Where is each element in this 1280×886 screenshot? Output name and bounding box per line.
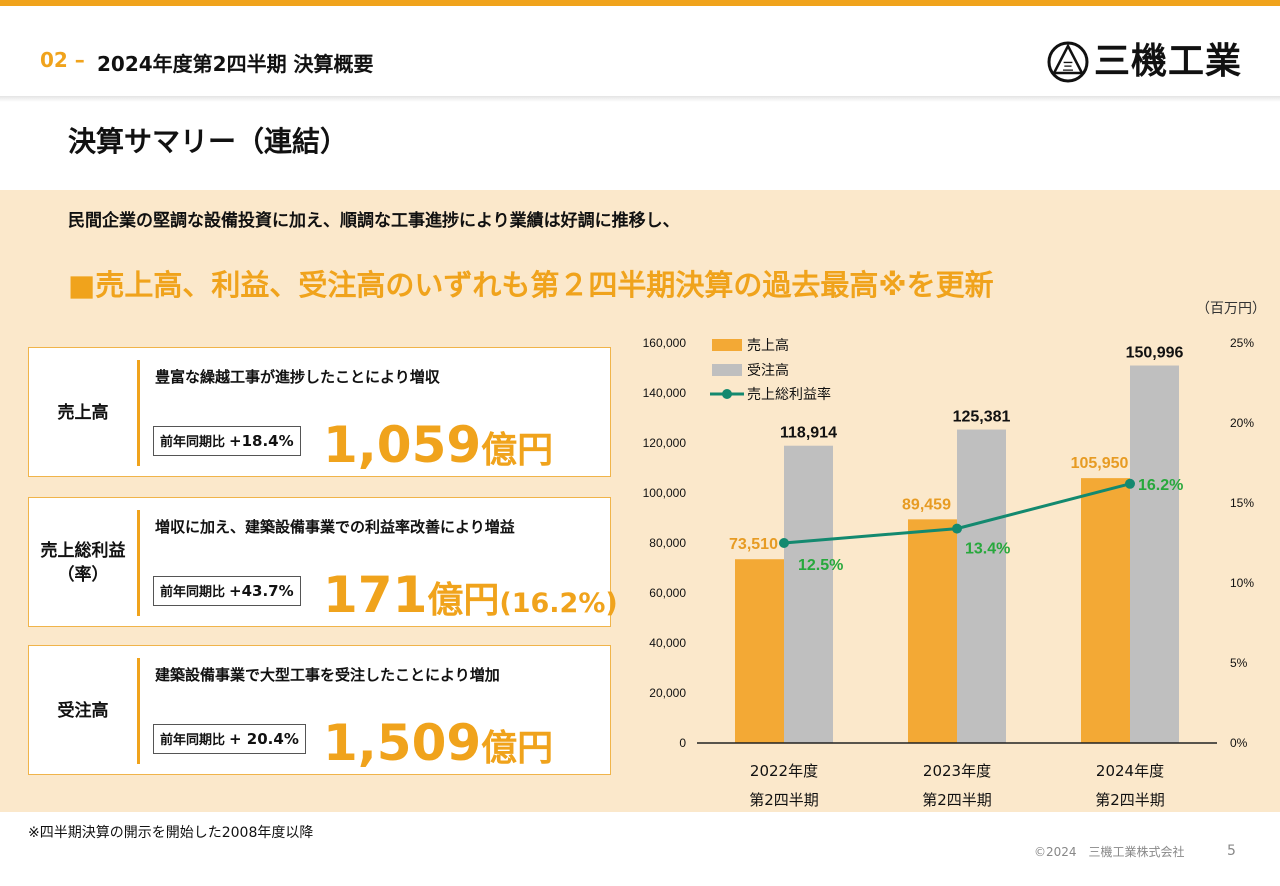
y-left-tick-label: 160,000 — [643, 336, 687, 350]
y-left-tick-label: 100,000 — [643, 486, 687, 500]
legend-marker-rate — [722, 389, 732, 399]
y-right-tick-label: 0% — [1230, 736, 1248, 750]
y-right-tick-label: 10% — [1230, 576, 1254, 590]
category-label-line1: 2022年度 — [750, 762, 818, 780]
card-description: 豊富な繰越工事が進捗したことにより増収 — [155, 368, 440, 386]
section-title: 2024年度第2四半期 決算概要 — [97, 52, 374, 76]
category-label-line2: 第2四半期 — [1095, 791, 1165, 809]
yoy-prefix: 前年同期比 — [160, 733, 226, 748]
card-divider — [137, 360, 140, 466]
rate-point — [779, 538, 789, 548]
top-accent-bar — [0, 0, 1280, 6]
yoy-value: + 20.4% — [229, 730, 299, 748]
rate-point-label: 12.5% — [798, 557, 843, 574]
bar-sales — [1081, 478, 1130, 743]
y-right-tick-label: 20% — [1230, 416, 1254, 430]
bar-sales-label: 89,459 — [902, 496, 951, 513]
bar-sales — [908, 519, 957, 743]
big-value-suffix: 億円 — [481, 728, 554, 769]
card-divider — [137, 658, 140, 764]
card-orders: 受注高 建築設備事業で大型工事を受注したことにより増加 前年同期比 + 20.4%… — [28, 645, 611, 775]
bar-orders-label: 150,996 — [1126, 345, 1184, 362]
card-label: 売上高 — [29, 401, 137, 425]
card-gross-profit: 売上総利益 （率） 増収に加え、建築設備事業での利益率改善により増益 前年同期比… — [28, 497, 618, 627]
category-label-line2: 第2四半期 — [922, 791, 992, 809]
big-value-suffix: 億円 — [481, 430, 554, 471]
big-value-suffix: 億円 — [427, 580, 500, 621]
page-number: 5 — [1227, 843, 1236, 859]
big-value-number: 171 — [323, 566, 428, 624]
yoy-value: +18.4% — [229, 432, 294, 450]
y-left-tick-label: 60,000 — [649, 586, 686, 600]
bar-sales — [735, 559, 784, 743]
category-label-line1: 2023年度 — [923, 762, 991, 780]
bar-sales-label: 73,510 — [729, 536, 778, 553]
company-logo: 三 三機工業 — [1046, 40, 1256, 86]
y-left-tick-label: 0 — [679, 736, 686, 750]
big-value: 1,509億円 — [323, 714, 553, 772]
section-number: 02 – — [40, 48, 85, 72]
page-title: 決算サマリー（連結） — [68, 125, 349, 158]
lead-text: 民間企業の堅調な設備投資に加え、順調な工事進捗により業績は好調に推移し、 — [68, 211, 680, 231]
y-left-tick-label: 80,000 — [649, 536, 686, 550]
big-value-pct: (16.2%) — [499, 588, 618, 619]
unit-label: （百万円） — [1196, 301, 1266, 317]
header-shadow — [0, 96, 1280, 102]
bar-orders-label: 125,381 — [953, 409, 1011, 426]
card-label-line2: （率） — [57, 565, 109, 585]
yoy-badge: 前年同期比 + 20.4% — [153, 724, 306, 754]
bar-orders — [957, 429, 1006, 743]
big-value-number: 1,509 — [323, 714, 482, 772]
category-label-line2: 第2四半期 — [749, 791, 819, 809]
yoy-badge: 前年同期比 +18.4% — [153, 426, 301, 456]
y-right-tick-label: 25% — [1230, 336, 1254, 350]
card-label-line1: 売上高 — [57, 403, 109, 423]
rate-point-label: 13.4% — [965, 541, 1010, 558]
y-left-tick-label: 20,000 — [649, 686, 686, 700]
legend-label-rate: 売上総利益率 — [747, 386, 831, 403]
rate-point — [952, 523, 962, 534]
bar-orders — [1130, 365, 1179, 743]
rate-point — [1125, 478, 1135, 489]
y-right-tick-label: 15% — [1230, 496, 1254, 510]
logo-mark-text: 三 — [1063, 60, 1074, 73]
card-description: 建築設備事業で大型工事を受注したことにより増加 — [155, 666, 500, 684]
logo-text: 三機工業 — [1094, 41, 1243, 82]
card-sales: 売上高 豊富な繰越工事が進捗したことにより増収 前年同期比 +18.4% 1,05… — [28, 347, 611, 477]
big-value: 171億円(16.2%) — [323, 566, 618, 624]
footnote: ※四半期決算の開示を開始した2008年度以降 — [28, 825, 314, 841]
header: 02 – 2024年度第2四半期 決算概要 三 三機工業 — [0, 6, 1280, 98]
bar-orders-label: 118,914 — [780, 425, 837, 442]
yoy-prefix: 前年同期比 — [160, 585, 226, 600]
big-value-number: 1,059 — [323, 416, 482, 474]
yoy-value: +43.7% — [229, 582, 294, 600]
card-label-line1: 受注高 — [57, 701, 109, 721]
y-left-tick-label: 120,000 — [643, 436, 687, 450]
bar-sales-label: 105,950 — [1071, 455, 1129, 472]
card-label-line1: 売上総利益 — [40, 541, 126, 561]
yoy-badge: 前年同期比 +43.7% — [153, 576, 301, 606]
copyright: ©2024 三機工業株式会社 — [1034, 845, 1185, 859]
highlight-text: ■売上高、利益、受注高のいずれも第２四半期決算の過去最高※を更新 — [68, 268, 994, 302]
card-label: 受注高 — [29, 699, 137, 723]
logo-mark-icon: 三 — [1047, 41, 1089, 83]
legend-label-orders: 受注高 — [747, 362, 789, 379]
y-right-tick-label: 5% — [1230, 656, 1248, 670]
y-left-tick-label: 140,000 — [643, 386, 687, 400]
big-value: 1,059億円 — [323, 416, 553, 474]
card-description: 増収に加え、建築設備事業での利益率改善により増益 — [155, 518, 515, 536]
y-left-tick-label: 40,000 — [649, 636, 686, 650]
yoy-prefix: 前年同期比 — [160, 435, 226, 450]
category-label-line1: 2024年度 — [1096, 762, 1164, 780]
card-label: 売上総利益 （率） — [29, 539, 137, 587]
rate-point-label: 16.2% — [1138, 477, 1183, 494]
card-divider — [137, 510, 140, 616]
bar-orders — [784, 445, 833, 743]
legend-swatch-orders — [712, 364, 742, 376]
legend-label-sales: 売上高 — [747, 337, 789, 354]
legend-swatch-sales — [712, 339, 742, 351]
